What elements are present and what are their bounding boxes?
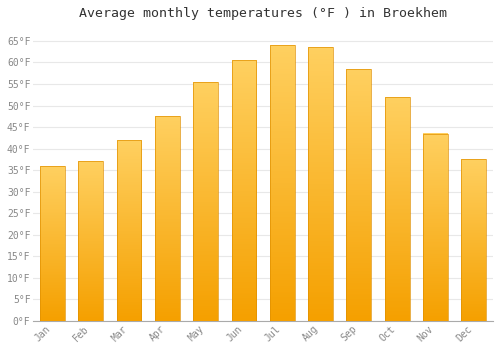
Bar <box>423 133 448 321</box>
Bar <box>78 161 103 321</box>
Title: Average monthly temperatures (°F ) in Broekhem: Average monthly temperatures (°F ) in Br… <box>79 7 447 20</box>
Bar <box>462 159 486 321</box>
Bar <box>116 140 141 321</box>
Bar <box>155 116 180 321</box>
Bar <box>346 69 372 321</box>
Bar <box>40 166 65 321</box>
Bar <box>232 60 256 321</box>
Bar <box>308 47 333 321</box>
Bar <box>385 97 409 321</box>
Bar <box>270 45 295 321</box>
Bar <box>193 82 218 321</box>
